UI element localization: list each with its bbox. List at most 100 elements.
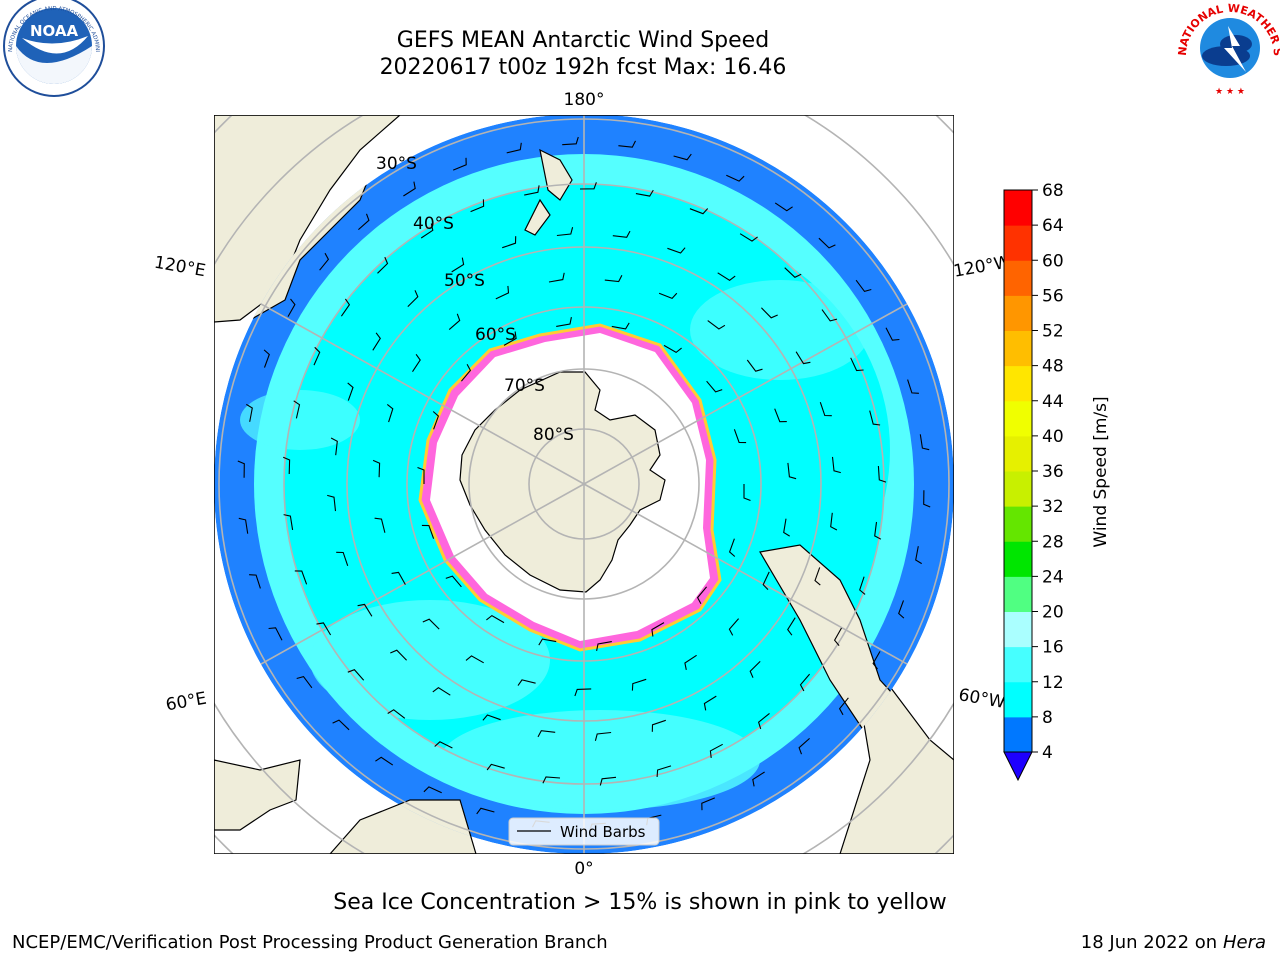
wind-barb xyxy=(313,346,321,366)
wind-barb xyxy=(476,807,495,815)
colorbar-segment xyxy=(1004,576,1032,612)
wind-barb xyxy=(347,382,354,401)
colorbar-label: Wind Speed [m/s] xyxy=(1091,396,1111,547)
colorbar-extend-triangle xyxy=(1003,751,1033,782)
wind-barb xyxy=(377,256,389,274)
nws-ring-text: NATIONAL WEATHER SERVICE xyxy=(0,0,1280,57)
wind-barb xyxy=(287,298,296,317)
legend-label: Wind Barbs xyxy=(560,823,646,841)
wind-barb xyxy=(283,514,294,530)
wind-barb xyxy=(506,142,522,154)
wind-barb xyxy=(432,411,440,430)
wind-barb xyxy=(783,518,790,537)
wind-barb xyxy=(743,484,751,502)
wind-barb xyxy=(482,714,501,721)
wind-barb xyxy=(327,494,337,512)
wind-barb xyxy=(294,570,308,585)
wind-barb xyxy=(548,272,565,283)
wind-barb xyxy=(784,267,802,278)
wind-barb xyxy=(422,618,440,630)
nws-logo: NATIONAL WEATHER SERVICE ★ ★ ★ xyxy=(0,0,1280,97)
wind-barb xyxy=(838,697,849,716)
wind-barb xyxy=(761,307,778,319)
wind-barb xyxy=(556,227,574,237)
wind-barb xyxy=(717,272,736,281)
wind-barb xyxy=(877,465,887,483)
wind-barb xyxy=(726,174,745,182)
wind-barb xyxy=(798,737,810,755)
colorbar-tick-label: 16 xyxy=(1042,638,1064,658)
wind-barb xyxy=(869,410,881,426)
wind-barb xyxy=(372,332,381,351)
wind-barb xyxy=(486,763,505,771)
lon-label-180: 180° xyxy=(564,90,605,110)
map-panel xyxy=(214,115,954,854)
wind-barb xyxy=(542,776,561,784)
wind-barb xyxy=(432,687,451,696)
wind-barb xyxy=(282,456,291,475)
wind-barb xyxy=(651,719,666,732)
wind-barb xyxy=(495,285,510,300)
wind-barb xyxy=(701,797,716,811)
wind-barb xyxy=(537,730,556,738)
lon-label-120w: 120°W xyxy=(952,252,1013,282)
wind-barb xyxy=(618,140,636,148)
wind-barb xyxy=(703,695,717,711)
wind-barb xyxy=(332,719,350,731)
wind-barb xyxy=(330,437,338,456)
wind-barb xyxy=(757,712,770,730)
colorbar-segment xyxy=(1004,400,1032,437)
wind-barb xyxy=(434,741,453,749)
svg-text:NATIONAL WEATHER SERVICE: NATIONAL WEATHER SERVICE xyxy=(0,0,1280,57)
colorbar-segment xyxy=(1004,295,1032,331)
wind-barb xyxy=(611,322,630,330)
wind-barb xyxy=(799,673,811,692)
wind-barb xyxy=(316,622,332,636)
wind-barb xyxy=(574,688,592,697)
wind-barb xyxy=(833,627,842,646)
colorbar-tick-label: 32 xyxy=(1042,497,1064,517)
wind-barb xyxy=(417,466,425,484)
wind-barb xyxy=(831,456,841,474)
wind-barb xyxy=(749,661,761,678)
footer-date-text: 18 Jun 2022 on xyxy=(1080,932,1218,953)
colorbar-tick-label: 68 xyxy=(1042,181,1064,201)
noaa-logo: NOAA NATIONAL OCEANIC AND ATMOSPHERIC AD… xyxy=(0,0,105,97)
wind-barb xyxy=(423,786,442,794)
wind-barb xyxy=(268,627,283,641)
colorbar-segment xyxy=(1004,716,1032,753)
wind-barb xyxy=(746,359,763,372)
wind-barb xyxy=(340,298,351,317)
lon-label-60w: 60°W xyxy=(957,685,1007,713)
wind-barb xyxy=(850,357,864,372)
wind-barb xyxy=(336,551,349,566)
wind-barb xyxy=(599,776,617,786)
wind-barb xyxy=(787,617,796,636)
footer-host: Hera xyxy=(1222,932,1266,953)
wind-barb xyxy=(579,182,597,190)
wind-barb xyxy=(237,460,245,478)
wind-barb xyxy=(347,669,365,681)
footer-org: NCEP/EMC/Verification Post Processing Pr… xyxy=(12,932,608,953)
wind-barb xyxy=(460,364,472,382)
wind-barb xyxy=(728,538,736,557)
colorbar-tick-label: 44 xyxy=(1042,392,1064,412)
noaa-logo-text: NOAA xyxy=(30,22,79,40)
wind-barb xyxy=(420,223,434,239)
lat-label-70s: 70°S xyxy=(504,376,545,396)
wind-barb xyxy=(696,586,708,604)
wind-barb xyxy=(387,709,406,719)
wind-barb xyxy=(709,743,723,758)
wind-barb xyxy=(451,257,465,273)
wind-barb xyxy=(596,641,612,652)
wind-barb xyxy=(375,756,394,766)
sea-ice-note: Sea Ice Concentration > 15% is shown in … xyxy=(333,890,947,915)
wind-barb xyxy=(390,649,407,661)
colorbar-tick-label: 24 xyxy=(1042,567,1064,587)
wind-barb xyxy=(635,189,654,197)
svg-text:★ ★ ★: ★ ★ ★ xyxy=(1215,87,1245,97)
wind-barb xyxy=(631,678,647,691)
lat-label-80s: 80°S xyxy=(533,425,574,445)
footer-date: 18 Jun 2022 on Hera xyxy=(1081,932,1266,953)
